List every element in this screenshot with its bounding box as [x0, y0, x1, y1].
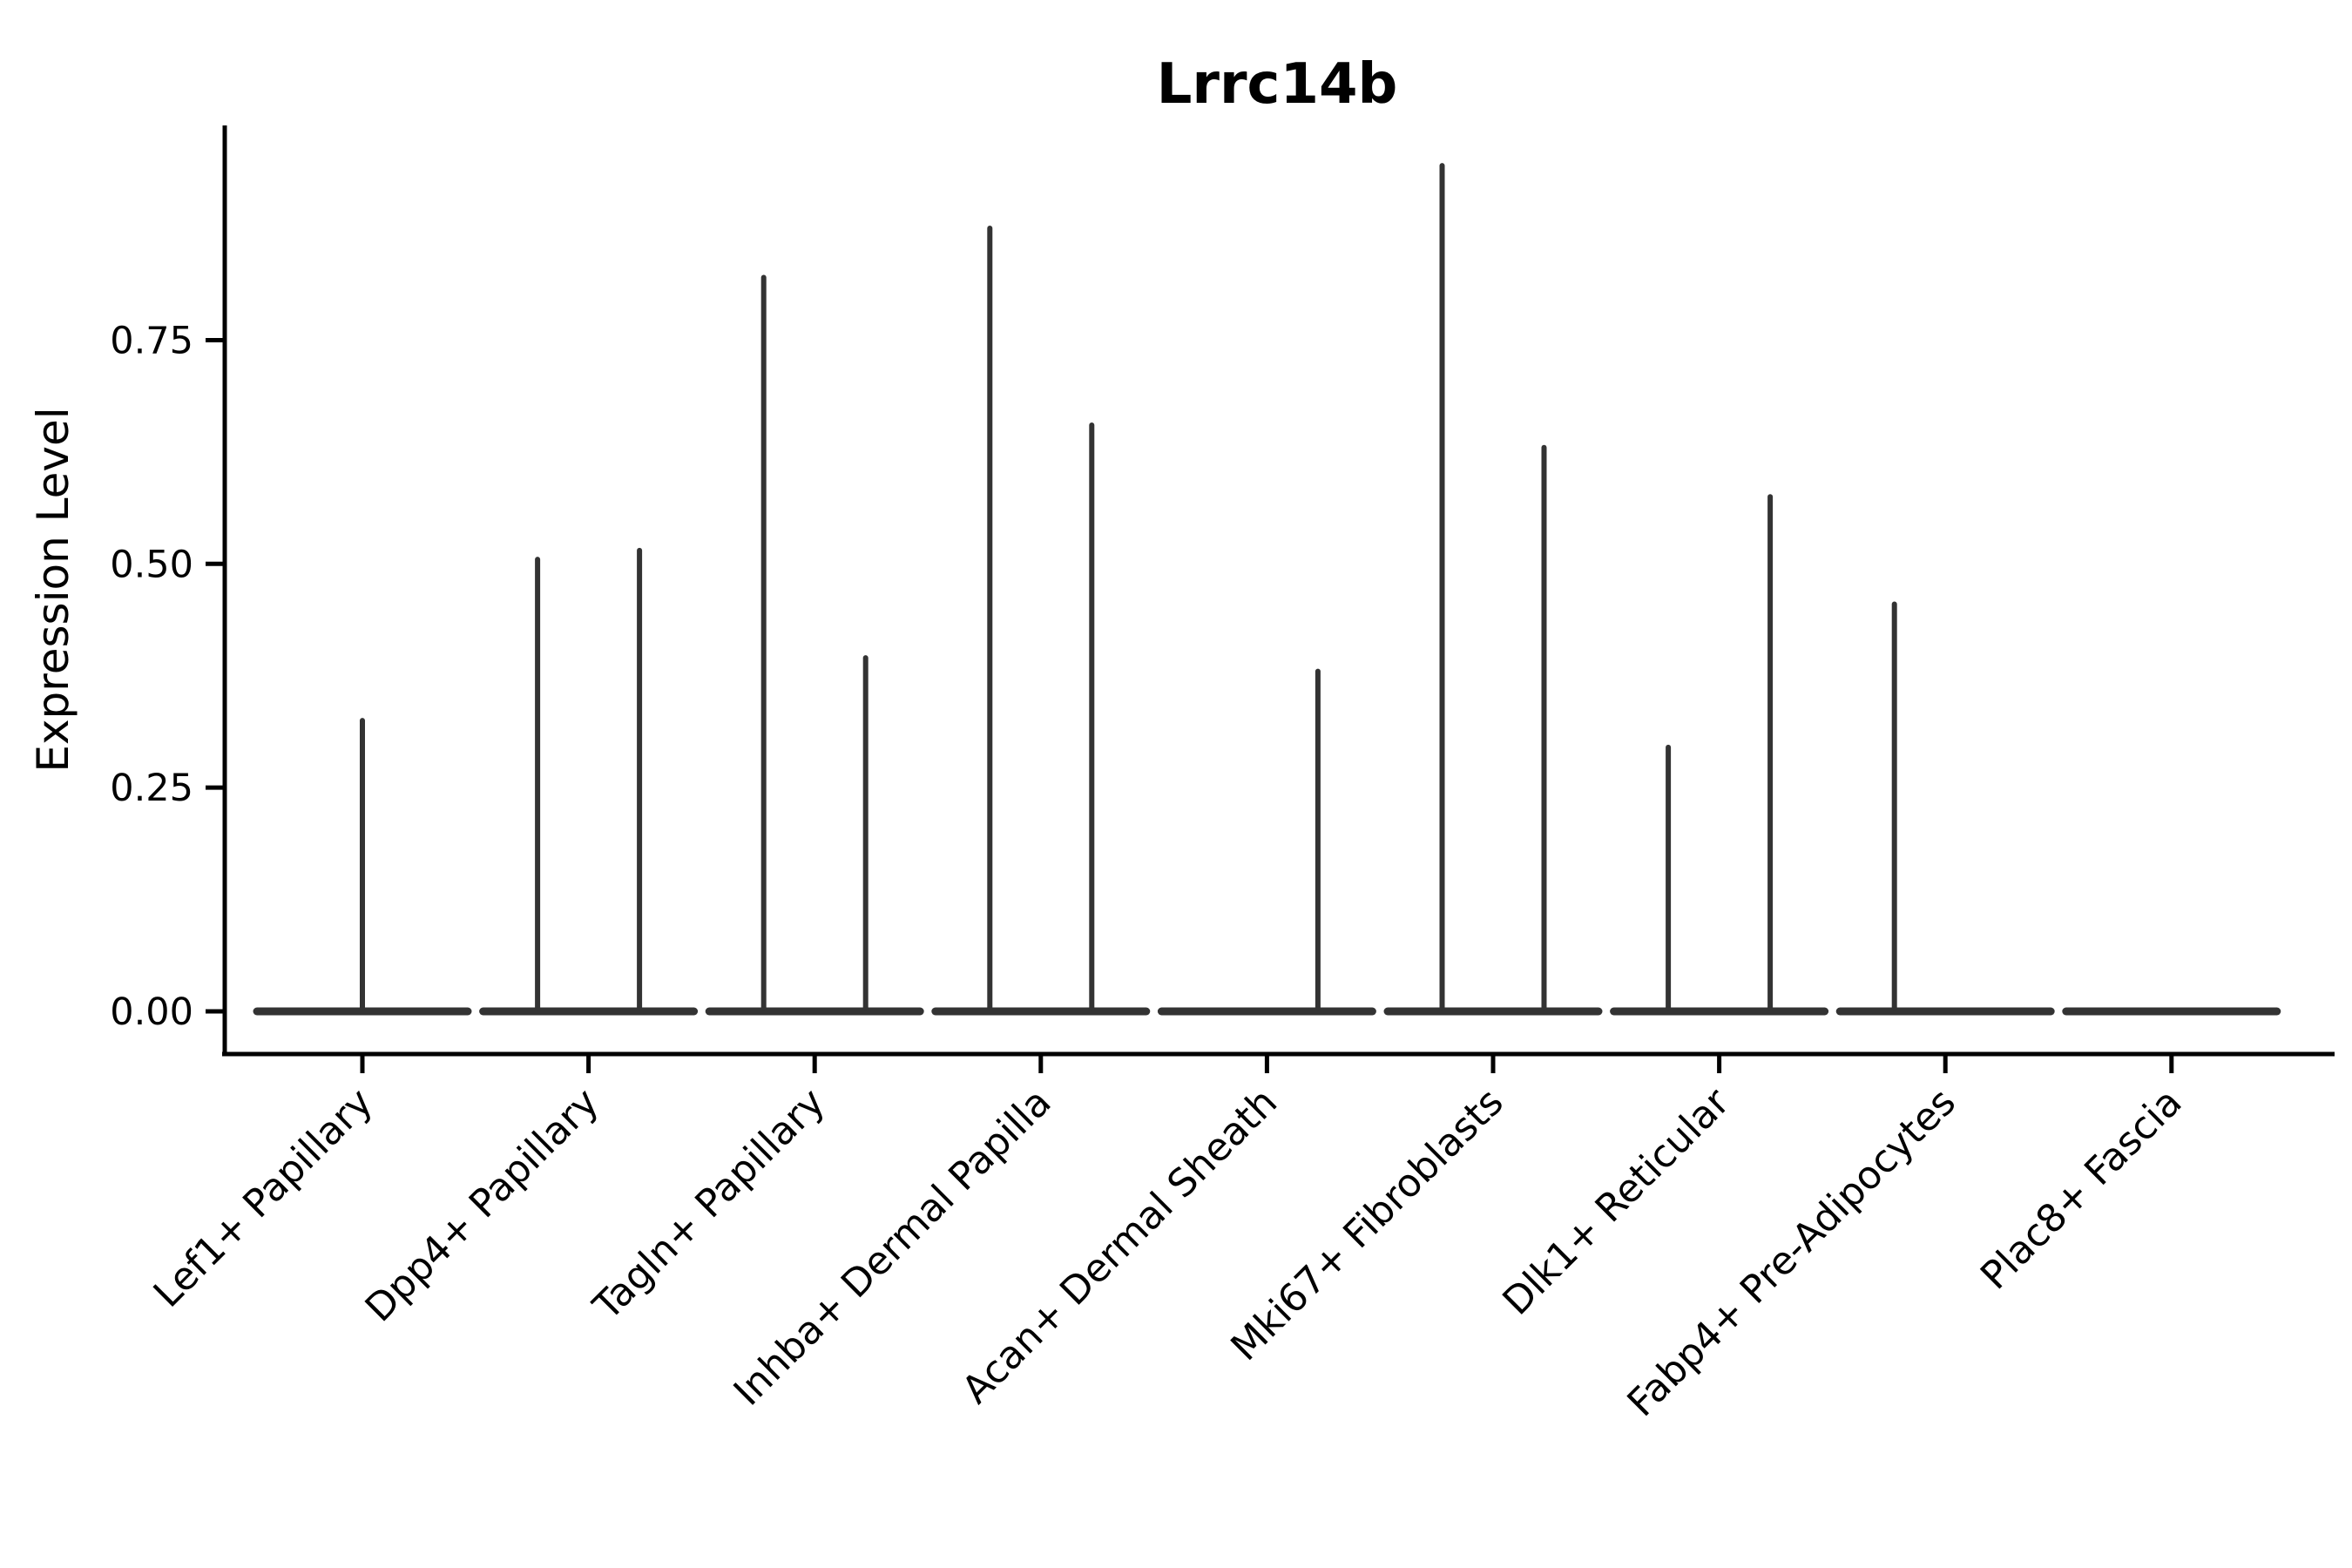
category-label: Dpp4+ Papillary: [357, 1080, 608, 1331]
y-tick-label: 0.00: [110, 990, 193, 1034]
y-tick-label: 0.25: [110, 767, 193, 810]
violins-layer: [253, 163, 2281, 1016]
y-axis-label: Expression Level: [28, 407, 78, 772]
chart-title: Lrrc14b: [1157, 52, 1398, 117]
y-tick-label: 0.75: [110, 319, 193, 362]
y-axis-ticks: 0.00 0.25 0.50 0.75: [110, 319, 225, 1034]
category-label: Lef1+ Papillary: [145, 1080, 382, 1316]
category-label: Tagln+ Papillary: [585, 1080, 834, 1329]
category-label: Plac8+ Fascia: [1972, 1080, 2191, 1299]
y-tick-label: 0.50: [110, 543, 193, 586]
category-label: Dlk1+ Reticular: [1494, 1079, 1739, 1324]
x-axis-ticks: [360, 1054, 2174, 1073]
